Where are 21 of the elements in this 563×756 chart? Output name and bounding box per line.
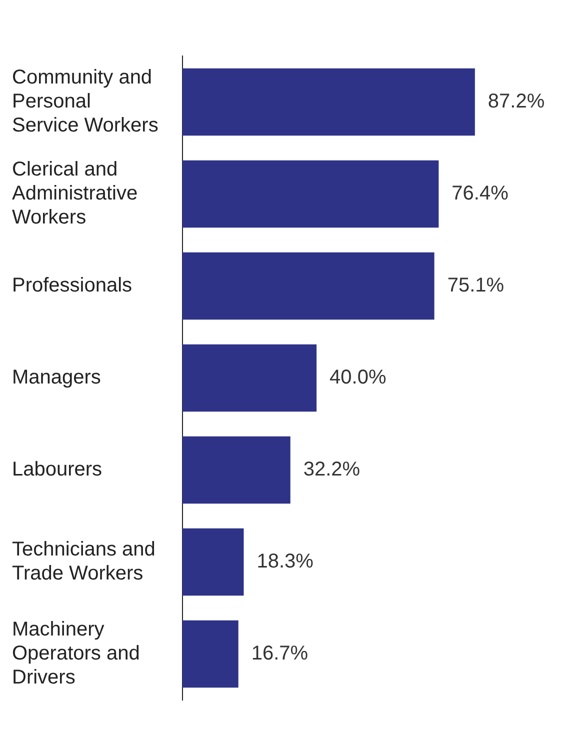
data-label: 32.2% bbox=[303, 458, 360, 481]
data-label: 16.7% bbox=[251, 642, 308, 665]
bar bbox=[182, 160, 439, 228]
y-tick-label: Machinery Operators and Drivers bbox=[12, 618, 140, 689]
y-tick-label: Professionals bbox=[12, 274, 132, 297]
bar bbox=[182, 252, 434, 320]
data-label: 40.0% bbox=[330, 366, 386, 389]
y-tick-label: Technicians and Trade Workers bbox=[12, 538, 156, 585]
bar bbox=[182, 436, 290, 504]
data-label: 87.2% bbox=[488, 90, 545, 113]
bar bbox=[182, 68, 475, 136]
y-tick-label: Clerical and Administrative Workers bbox=[12, 158, 138, 229]
y-tick-label: Community and Personal Service Workers bbox=[12, 66, 158, 137]
y-tick-label: Labourers bbox=[12, 458, 102, 481]
data-label: 76.4% bbox=[452, 182, 509, 205]
bar bbox=[182, 344, 317, 412]
bar bbox=[182, 620, 238, 688]
bar bbox=[182, 528, 244, 596]
data-label: 18.3% bbox=[256, 550, 314, 573]
y-tick-label: Managers bbox=[12, 366, 101, 389]
data-label: 75.1% bbox=[447, 274, 504, 297]
